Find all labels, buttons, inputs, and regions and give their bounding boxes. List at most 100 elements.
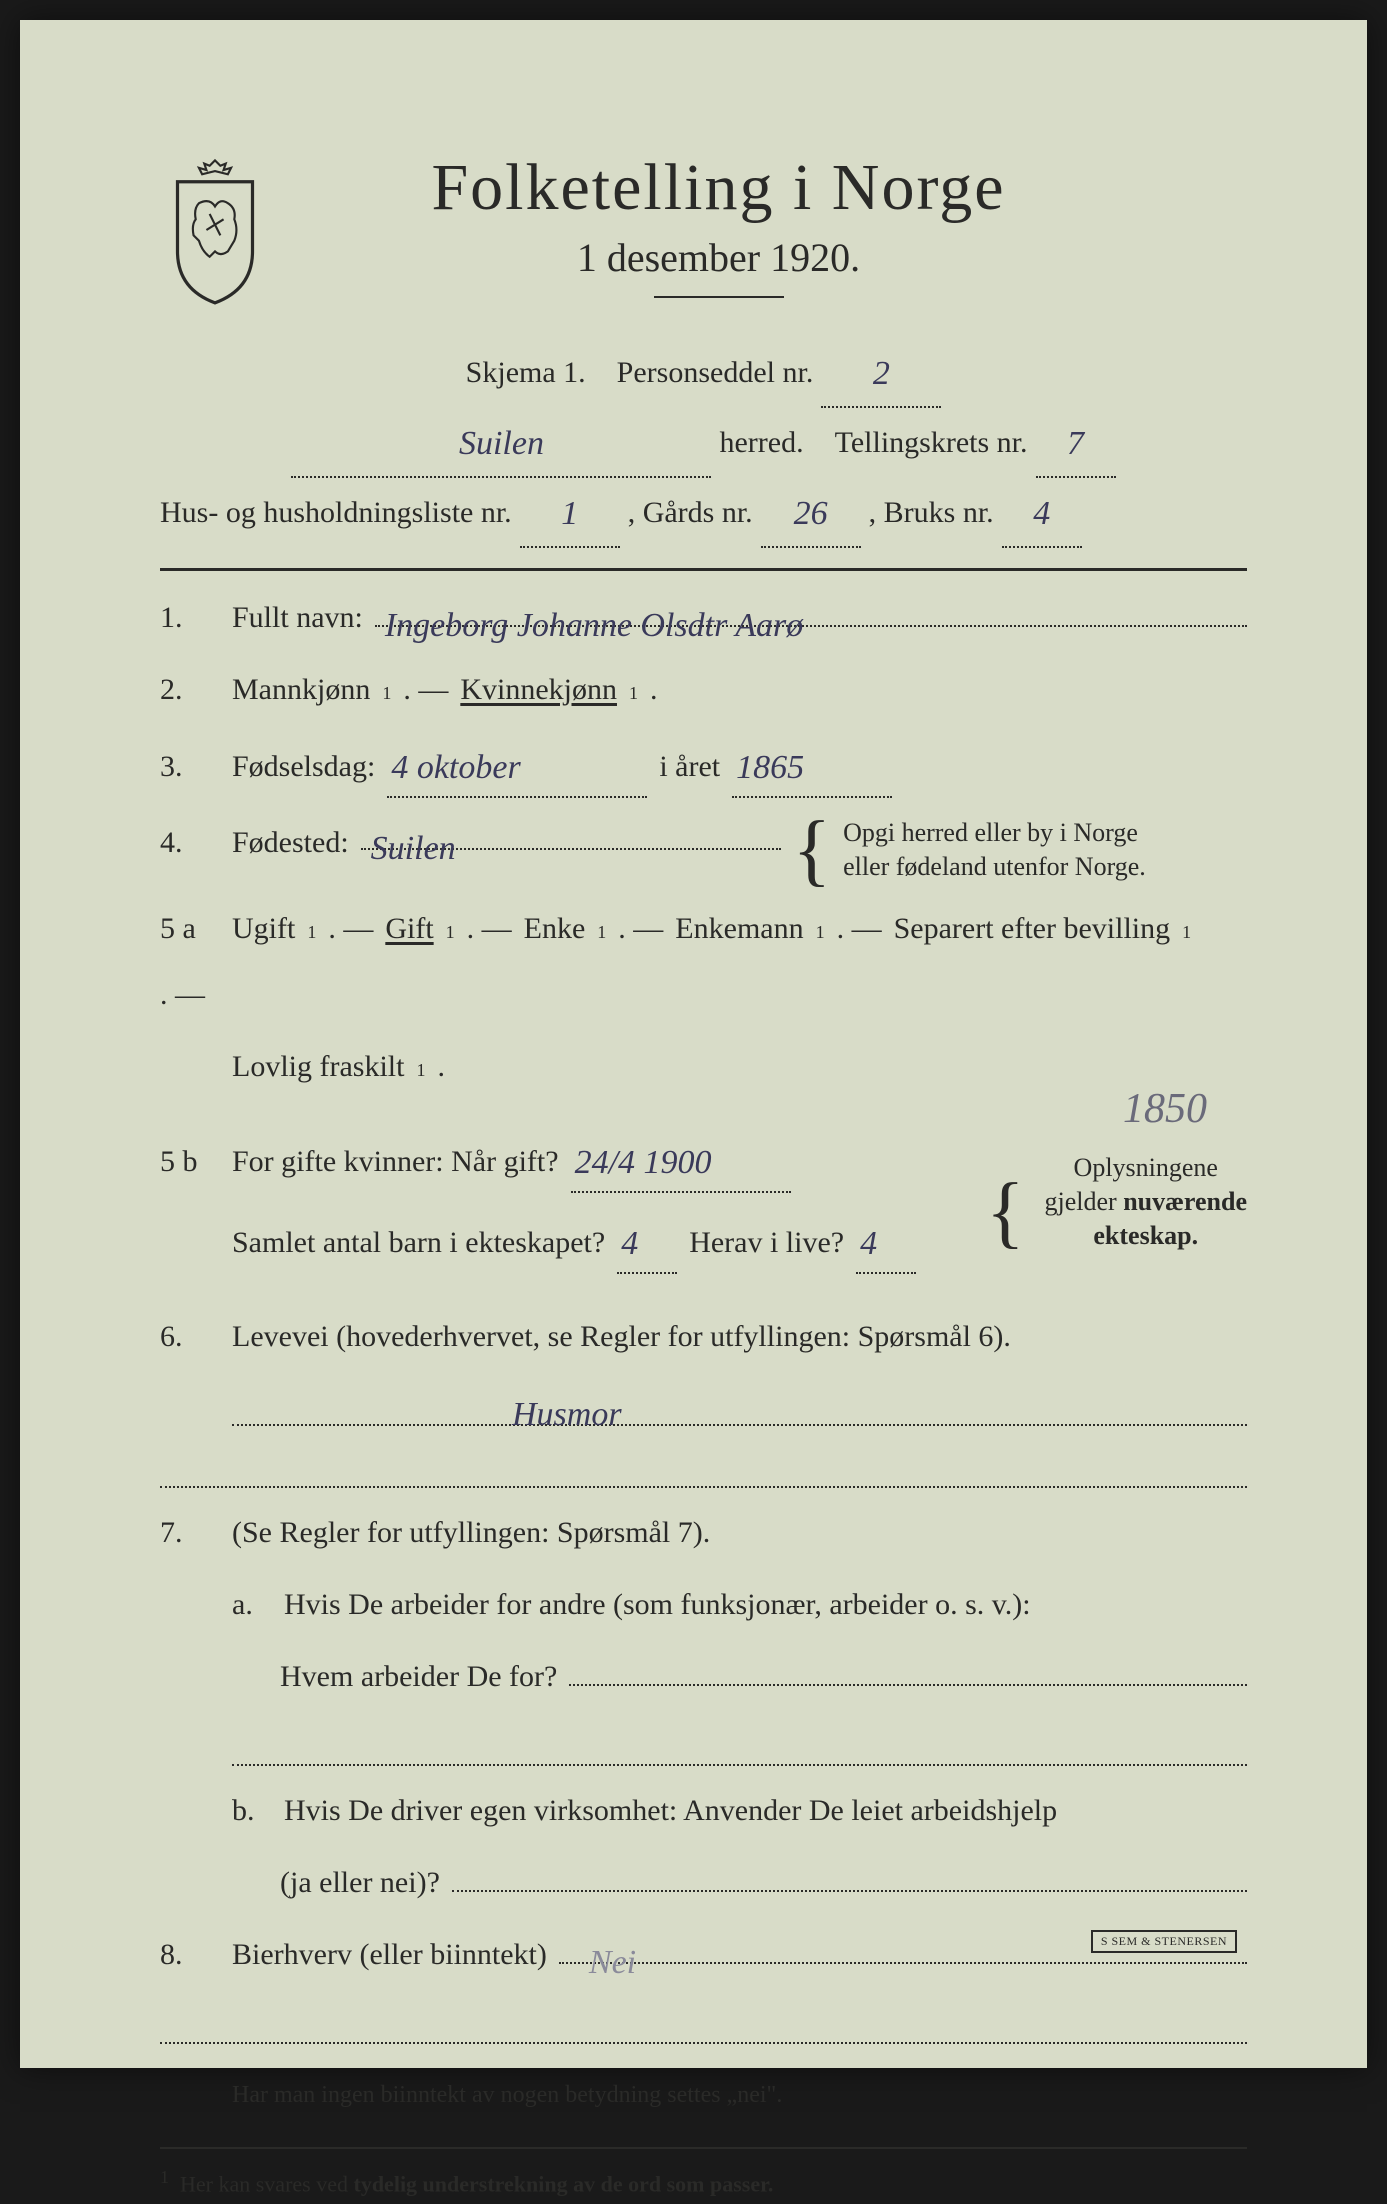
q3-num: 3. — [160, 740, 220, 794]
title-rule — [654, 296, 784, 298]
q7-label: (Se Regler for utfyllingen: Spørsmål 7). — [232, 1506, 710, 1560]
title-block: Folketelling i Norge 1 desember 1920. — [300, 150, 1247, 328]
q5a-opt5: Separert efter bevilling — [894, 902, 1171, 956]
meta-line-3: Hus- og husholdningsliste nr. 1 , Gårds … — [160, 478, 1247, 548]
q3-day: 4 oktober — [391, 749, 520, 786]
q2-row: 2. Mannkjønn1 . — Kvinnekjønn1. — [160, 663, 1247, 717]
q7a-line — [232, 1722, 1247, 1766]
q5a-opt4: Enkemann — [675, 902, 803, 956]
census-form-page: Folketelling i Norge 1 desember 1920. Sk… — [20, 20, 1367, 2068]
q2-end: . — [650, 663, 658, 717]
tellingskrets-nr: 7 — [1067, 425, 1084, 462]
q5b-margin-note: 1850 — [1123, 1072, 1207, 1148]
gards-nr: 26 — [794, 495, 828, 532]
q8-num: 8. — [160, 1928, 220, 1982]
q7a-num: a. — [232, 1578, 272, 1632]
tellingskrets-label: Tellingskrets nr. — [835, 413, 1028, 473]
meta-line-1: Skjema 1. Personseddel nr. 2 — [160, 338, 1247, 408]
q4-aside-l1: Opgi herred eller by i Norge — [843, 818, 1138, 847]
hus-label: Hus- og husholdningsliste nr. — [160, 483, 512, 543]
q2-sep: . — — [403, 663, 448, 717]
q5a-opt6: Lovlig fraskilt — [232, 1040, 404, 1094]
q5b-aside: Oplysningene gjelder nuværende ekteskap. — [1045, 1151, 1247, 1252]
q5b-aside-l1: Oplysningene — [1074, 1153, 1218, 1182]
q6-value: Husmor — [512, 1384, 622, 1426]
q7a-row2: Hvem arbeider De for? — [280, 1650, 1247, 1704]
header: Folketelling i Norge 1 desember 1920. — [160, 150, 1247, 328]
bruks-nr: 4 — [1033, 495, 1050, 532]
footnote-num: 1 — [160, 2167, 169, 2187]
q7b-text2: (ja eller nei)? — [280, 1856, 440, 1910]
q4-value: Suilen — [371, 818, 456, 852]
q4-aside-l2: eller fødeland utenfor Norge. — [843, 852, 1146, 881]
personseddel-label: Personseddel nr. — [617, 343, 814, 403]
meta-line-2: Suilen herred. Tellingskrets nr. 7 — [160, 408, 1247, 478]
q5b-val2: 4 — [621, 1225, 638, 1262]
q6-line1: Husmor — [232, 1382, 1247, 1426]
q8-value: Nei — [589, 1932, 636, 1966]
q5b-num: 5 b — [160, 1135, 220, 1189]
q5b-aside-l2: gjelder nuværende — [1045, 1187, 1247, 1216]
brace-icon-2: { — [986, 1188, 1024, 1236]
q7a-text2: Hvem arbeider De for? — [280, 1650, 557, 1704]
q5a-opt2: Gift — [385, 902, 433, 956]
q1-num: 1. — [160, 591, 220, 645]
q7b-fill — [452, 1858, 1247, 1892]
q6-row: 6. Levevei (hovederhvervet, se Regler fo… — [160, 1310, 1247, 1364]
q7a-fill — [569, 1652, 1247, 1686]
q4-num: 4. — [160, 816, 220, 870]
q7a-text1: Hvis De arbeider for andre (som funksjon… — [284, 1578, 1031, 1632]
q2-male: Mannkjønn — [232, 663, 370, 717]
q2-num: 2. — [160, 663, 220, 717]
q7-num: 7. — [160, 1506, 220, 1560]
q4-label: Fødested: — [232, 816, 349, 870]
q2-female: Kvinnekjønn — [460, 663, 617, 717]
herred-value: Suilen — [459, 425, 544, 462]
q8-line — [160, 2000, 1247, 2044]
bruks-label: , Bruks nr. — [869, 483, 994, 543]
printer-stamp: S SEM & STENERSEN — [1091, 1930, 1237, 1953]
q7-row: 7. (Se Regler for utfyllingen: Spørsmål … — [160, 1506, 1247, 1560]
form-body: 1. Fullt navn: Ingeborg Johanne Olsdtr A… — [160, 591, 1247, 2204]
q5b-row1: 5 b For gifte kvinner: Når gift? 24/4 19… — [160, 1130, 966, 1193]
divider-top — [160, 568, 1247, 571]
meta-block: Skjema 1. Personseddel nr. 2 Suilen herr… — [160, 338, 1247, 548]
q5b-label1: For gifte kvinner: Når gift? — [232, 1135, 559, 1189]
q1-row: 1. Fullt navn: Ingeborg Johanne Olsdtr A… — [160, 591, 1247, 645]
q5b-label2: Samlet antal barn i ekteskapet? — [232, 1216, 605, 1270]
hus-nr: 1 — [561, 495, 578, 532]
q4-row: 4. Fødested: Suilen { Opgi herred eller … — [160, 816, 1247, 884]
skjema-label: Skjema 1. — [466, 343, 586, 403]
q5a-row: 5 a Ugift1. — Gift1. — Enke1. — Enkemann… — [160, 902, 1247, 1022]
q5b-val1: 24/4 1900 — [575, 1144, 712, 1181]
q5a-opt3: Enke — [524, 902, 586, 956]
q5b-label3: Herav i live? — [689, 1216, 844, 1270]
note-text: Har man ingen biinntekt av nogen betydni… — [232, 2074, 1247, 2117]
q7b-num: b. — [232, 1784, 272, 1838]
brace-icon: { — [793, 826, 831, 874]
q3-row: 3. Fødselsdag: 4 oktober i året 1865 — [160, 735, 1247, 798]
q3-year: 1865 — [736, 749, 804, 786]
q7b-row: b. Hvis De driver egen virksomhet: Anven… — [232, 1784, 1247, 1838]
q6-line2 — [160, 1444, 1247, 1488]
coat-of-arms-icon — [160, 155, 270, 305]
q5a-opt1: Ugift — [232, 902, 295, 956]
q6-num: 6. — [160, 1310, 220, 1364]
page-subtitle: 1 desember 1920. — [300, 234, 1137, 281]
footnote: 1 Her kan svares ved tydelig understrekn… — [160, 2161, 1247, 2204]
q3-mid: i året — [659, 740, 720, 794]
q5b-group: 1850 5 b For gifte kvinner: Når gift? 24… — [160, 1112, 1247, 1292]
herred-label: herred. — [719, 413, 803, 473]
q1-value: Ingeborg Johanne Olsdtr Aarø — [385, 595, 803, 629]
q5b-row2: Samlet antal barn i ekteskapet? 4 Herav … — [232, 1211, 966, 1274]
q1-label: Fullt navn: — [232, 591, 363, 645]
footnote-text: Her kan svares ved tydelig understreknin… — [180, 2172, 773, 2197]
q5b-aside-l3: ekteskap. — [1093, 1221, 1198, 1250]
q5a-row2: Lovlig fraskilt1. — [232, 1040, 1247, 1094]
q7b-row2: (ja eller nei)? — [280, 1856, 1247, 1910]
footnote-rule — [160, 2147, 1247, 2149]
q5a-num: 5 a — [160, 902, 220, 956]
q3-label: Fødselsdag: — [232, 740, 375, 794]
gards-label: , Gårds nr. — [628, 483, 753, 543]
q4-aside: Opgi herred eller by i Norge eller fødel… — [843, 816, 1146, 884]
